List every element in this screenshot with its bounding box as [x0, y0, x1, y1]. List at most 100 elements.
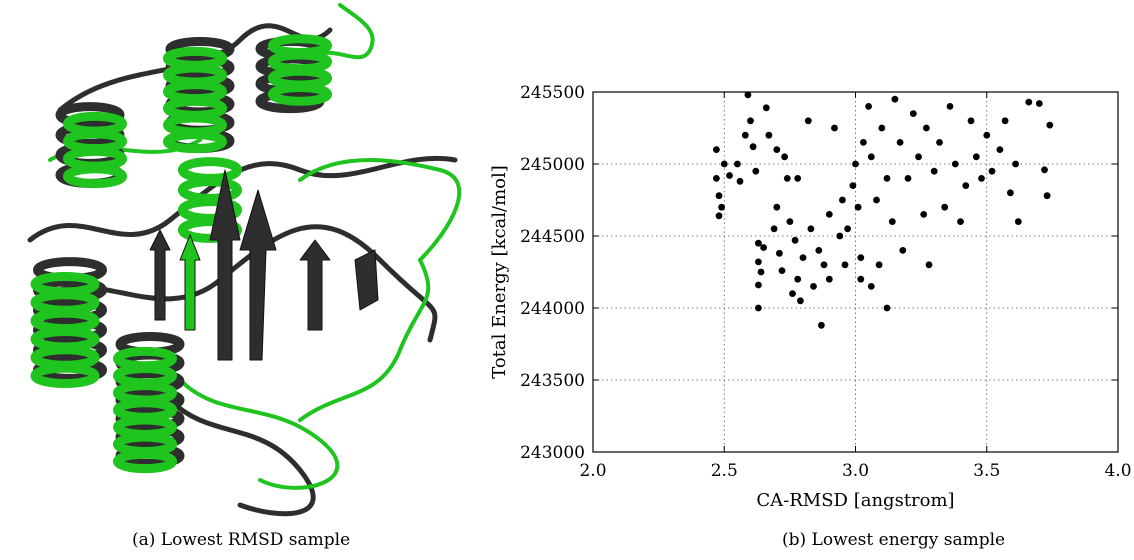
- data-point: [896, 139, 904, 146]
- reference-sheet: [299, 239, 331, 331]
- sample-loop: [178, 378, 340, 490]
- data-point: [849, 182, 857, 190]
- data-point: [807, 225, 815, 233]
- data-point: [891, 95, 899, 103]
- data-point: [867, 283, 875, 290]
- x-tick-label: 3.0: [842, 461, 869, 481]
- data-point: [713, 175, 720, 182]
- data-point: [713, 146, 720, 154]
- x-tick-labels: 2.0 2.5 3.0 3.5 4.0: [579, 461, 1131, 481]
- data-point: [983, 131, 991, 139]
- data-point: [867, 153, 875, 161]
- data-point: [883, 304, 891, 312]
- sample-sheet: [179, 234, 201, 331]
- data-point: [1012, 160, 1019, 168]
- data-point: [930, 167, 938, 175]
- y-tick-label: 245500: [520, 83, 585, 103]
- sample-loop: [308, 3, 375, 62]
- data-point: [1025, 98, 1033, 106]
- data-point: [936, 139, 943, 146]
- data-point: [810, 283, 817, 290]
- data-point: [715, 212, 723, 220]
- sample-loop: [298, 158, 462, 262]
- data-point: [715, 192, 723, 200]
- data-point: [951, 160, 959, 168]
- data-point: [841, 261, 849, 269]
- data-point: [747, 117, 754, 125]
- data-point: [836, 232, 844, 240]
- data-point: [852, 160, 859, 168]
- data-point: [860, 139, 867, 146]
- data-point: [734, 160, 741, 168]
- data-point: [718, 203, 725, 211]
- data-point: [865, 103, 872, 110]
- data-point: [888, 218, 896, 226]
- data-point: [741, 131, 749, 139]
- sample-helix: [63, 111, 127, 189]
- data-point: [820, 261, 828, 269]
- data-point: [1035, 100, 1043, 107]
- protein-structure-figure: [0, 0, 470, 520]
- data-point: [818, 321, 825, 329]
- data-point: [773, 146, 781, 154]
- data-point: [941, 203, 949, 211]
- data-point: [783, 175, 791, 182]
- data-point: [736, 177, 744, 185]
- reference-sheet: [239, 189, 277, 361]
- data-point: [794, 175, 802, 182]
- x-tick-label: 4.0: [1104, 461, 1131, 481]
- energy-rmsd-figure: 2.0 2.5 3.0 3.5 4.0 243000 243500 244000 244500…: [480, 0, 1134, 520]
- data-point: [770, 225, 778, 233]
- data-point: [1043, 192, 1051, 200]
- data-point: [825, 275, 833, 283]
- y-tick-labels: 243000 243500 244000 244500 245000 245500: [520, 83, 585, 463]
- data-point: [967, 117, 975, 125]
- data-point: [799, 254, 807, 261]
- data-point: [978, 175, 985, 182]
- data-point: [776, 249, 783, 257]
- grid-lines: [592, 91, 1119, 453]
- data-point: [744, 91, 752, 99]
- data-point: [996, 146, 1004, 154]
- data-point: [773, 203, 781, 211]
- data-points: [713, 91, 1054, 329]
- data-point: [1046, 121, 1054, 129]
- data-point: [1041, 166, 1048, 174]
- data-point: [762, 104, 770, 112]
- y-tick-label: 244000: [520, 299, 585, 319]
- protein-superposition-image: [27, 3, 462, 517]
- data-point: [752, 167, 760, 175]
- y-axis-label: Total Energy [kcal/mol]: [489, 165, 510, 379]
- data-point: [923, 124, 930, 132]
- data-point: [831, 124, 838, 132]
- data-point: [755, 281, 762, 289]
- data-point: [972, 153, 980, 161]
- data-point: [857, 275, 865, 283]
- data-point: [839, 196, 846, 204]
- data-point: [815, 247, 823, 254]
- data-point: [789, 290, 796, 297]
- data-point: [915, 153, 922, 161]
- data-point: [957, 218, 964, 226]
- data-point: [794, 275, 802, 283]
- data-point: [757, 268, 765, 276]
- data-point: [962, 182, 970, 190]
- data-point: [878, 124, 886, 132]
- data-point: [946, 103, 954, 110]
- data-point: [1014, 218, 1022, 226]
- reference-loop: [167, 397, 316, 517]
- data-point: [791, 236, 799, 244]
- caption-b: (b) Lowest energy sample: [782, 530, 1006, 550]
- data-point: [755, 239, 762, 247]
- data-point: [883, 175, 891, 182]
- y-tick-label: 245000: [520, 155, 585, 175]
- sample-helix: [30, 271, 100, 389]
- reference-sheet: [149, 229, 171, 321]
- data-point: [778, 267, 786, 274]
- data-point: [720, 160, 728, 168]
- data-point: [786, 218, 794, 226]
- caption-a: (a) Lowest RMSD sample: [132, 530, 351, 550]
- data-point: [899, 247, 907, 254]
- data-point: [857, 254, 865, 261]
- y-tick-label: 244500: [520, 227, 585, 247]
